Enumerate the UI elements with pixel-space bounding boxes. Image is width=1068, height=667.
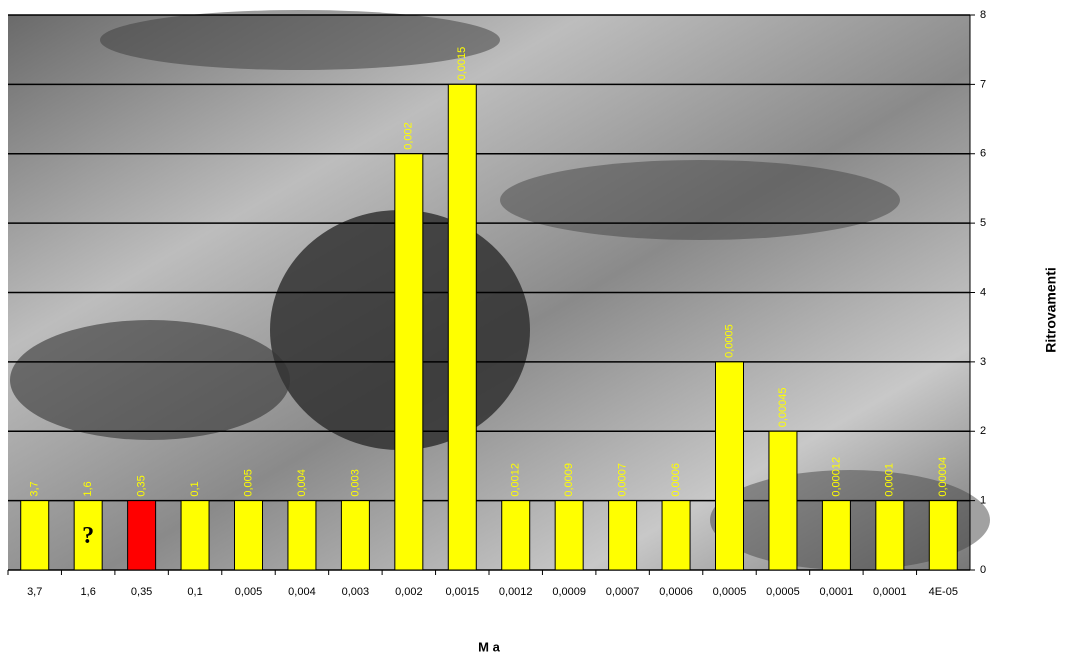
x-tick-label: 0,003 [342, 586, 370, 598]
bar-label: 0,35 [136, 475, 148, 496]
x-tick-label: 0,005 [235, 586, 263, 598]
bar [21, 501, 49, 570]
bar-label: 0,00004 [937, 457, 949, 497]
bar [288, 501, 316, 570]
bar-label: 0,1 [189, 481, 201, 496]
y-tick-label: 0 [980, 564, 986, 576]
y-tick-label: 2 [980, 425, 986, 437]
x-tick-label: 0,0005 [766, 586, 800, 598]
x-axis-title: M a [478, 639, 500, 654]
bar-label: 0,00012 [830, 457, 842, 497]
y-tick-label: 8 [980, 9, 986, 21]
bar [769, 431, 797, 570]
bar [395, 154, 423, 570]
bar [929, 501, 957, 570]
x-tick-label: 0,0007 [606, 586, 640, 598]
bar [128, 501, 156, 570]
bar [609, 501, 637, 570]
bar-label: 0,0006 [670, 463, 682, 497]
x-tick-label: 0,002 [395, 586, 423, 598]
bar [341, 501, 369, 570]
x-tick-label: 3,7 [27, 586, 42, 598]
photo-background [8, 10, 990, 570]
y-tick-label: 1 [980, 495, 986, 507]
x-tick-label: 0,0006 [659, 586, 693, 598]
x-tick-label: 1,6 [81, 586, 96, 598]
bar-label: 0,0007 [617, 463, 629, 497]
y-tick-label: 3 [980, 356, 986, 368]
bar-label: 0,0015 [456, 47, 468, 81]
bar-label: 0,0009 [563, 463, 575, 497]
x-tick-label: 0,1 [187, 586, 202, 598]
bar-label: 0,003 [349, 469, 361, 497]
x-tick-label: 0,35 [131, 586, 152, 598]
bar [181, 501, 209, 570]
bar [876, 501, 904, 570]
y-tick-label: 4 [980, 286, 986, 298]
bar-label: 3,7 [29, 481, 41, 496]
bar-label: 0,004 [296, 469, 308, 497]
y-tick-label: 5 [980, 217, 986, 229]
bar [448, 84, 476, 570]
bar [822, 501, 850, 570]
bar-label: 1,6 [82, 481, 94, 496]
y-axis-title: Ritrovamenti [1043, 267, 1059, 353]
x-tick-label: 0,0015 [445, 586, 479, 598]
y-tick-label: 6 [980, 148, 986, 160]
x-tick-label: 0,0009 [552, 586, 586, 598]
x-tick-label: 4E-05 [929, 586, 958, 598]
bar-label: 0,002 [403, 122, 415, 150]
bar-label: 0,00045 [777, 387, 789, 427]
chart: Ritrovamenti M a 0 1 2 3 4 5 6 7 8 3,7 3,7 1,6 1,6 0,… [0, 0, 1068, 662]
x-tick-label: 0,0001 [873, 586, 907, 598]
bar [716, 362, 744, 570]
bar-label: 0,005 [242, 469, 254, 497]
bar [555, 501, 583, 570]
bar-label: 0,0005 [723, 324, 735, 358]
bar [502, 501, 530, 570]
annotation: ? [82, 523, 94, 549]
x-tick-label: 0,0001 [820, 586, 854, 598]
bar-label: 0,0012 [510, 463, 522, 497]
bar [662, 501, 690, 570]
x-tick-label: 0,004 [288, 586, 316, 598]
y-tick-label: 7 [980, 78, 986, 90]
x-tick-label: 0,0012 [499, 586, 533, 598]
x-tick-label: 0,0005 [713, 586, 747, 598]
bar-label: 0,0001 [884, 463, 896, 497]
bar [235, 501, 263, 570]
